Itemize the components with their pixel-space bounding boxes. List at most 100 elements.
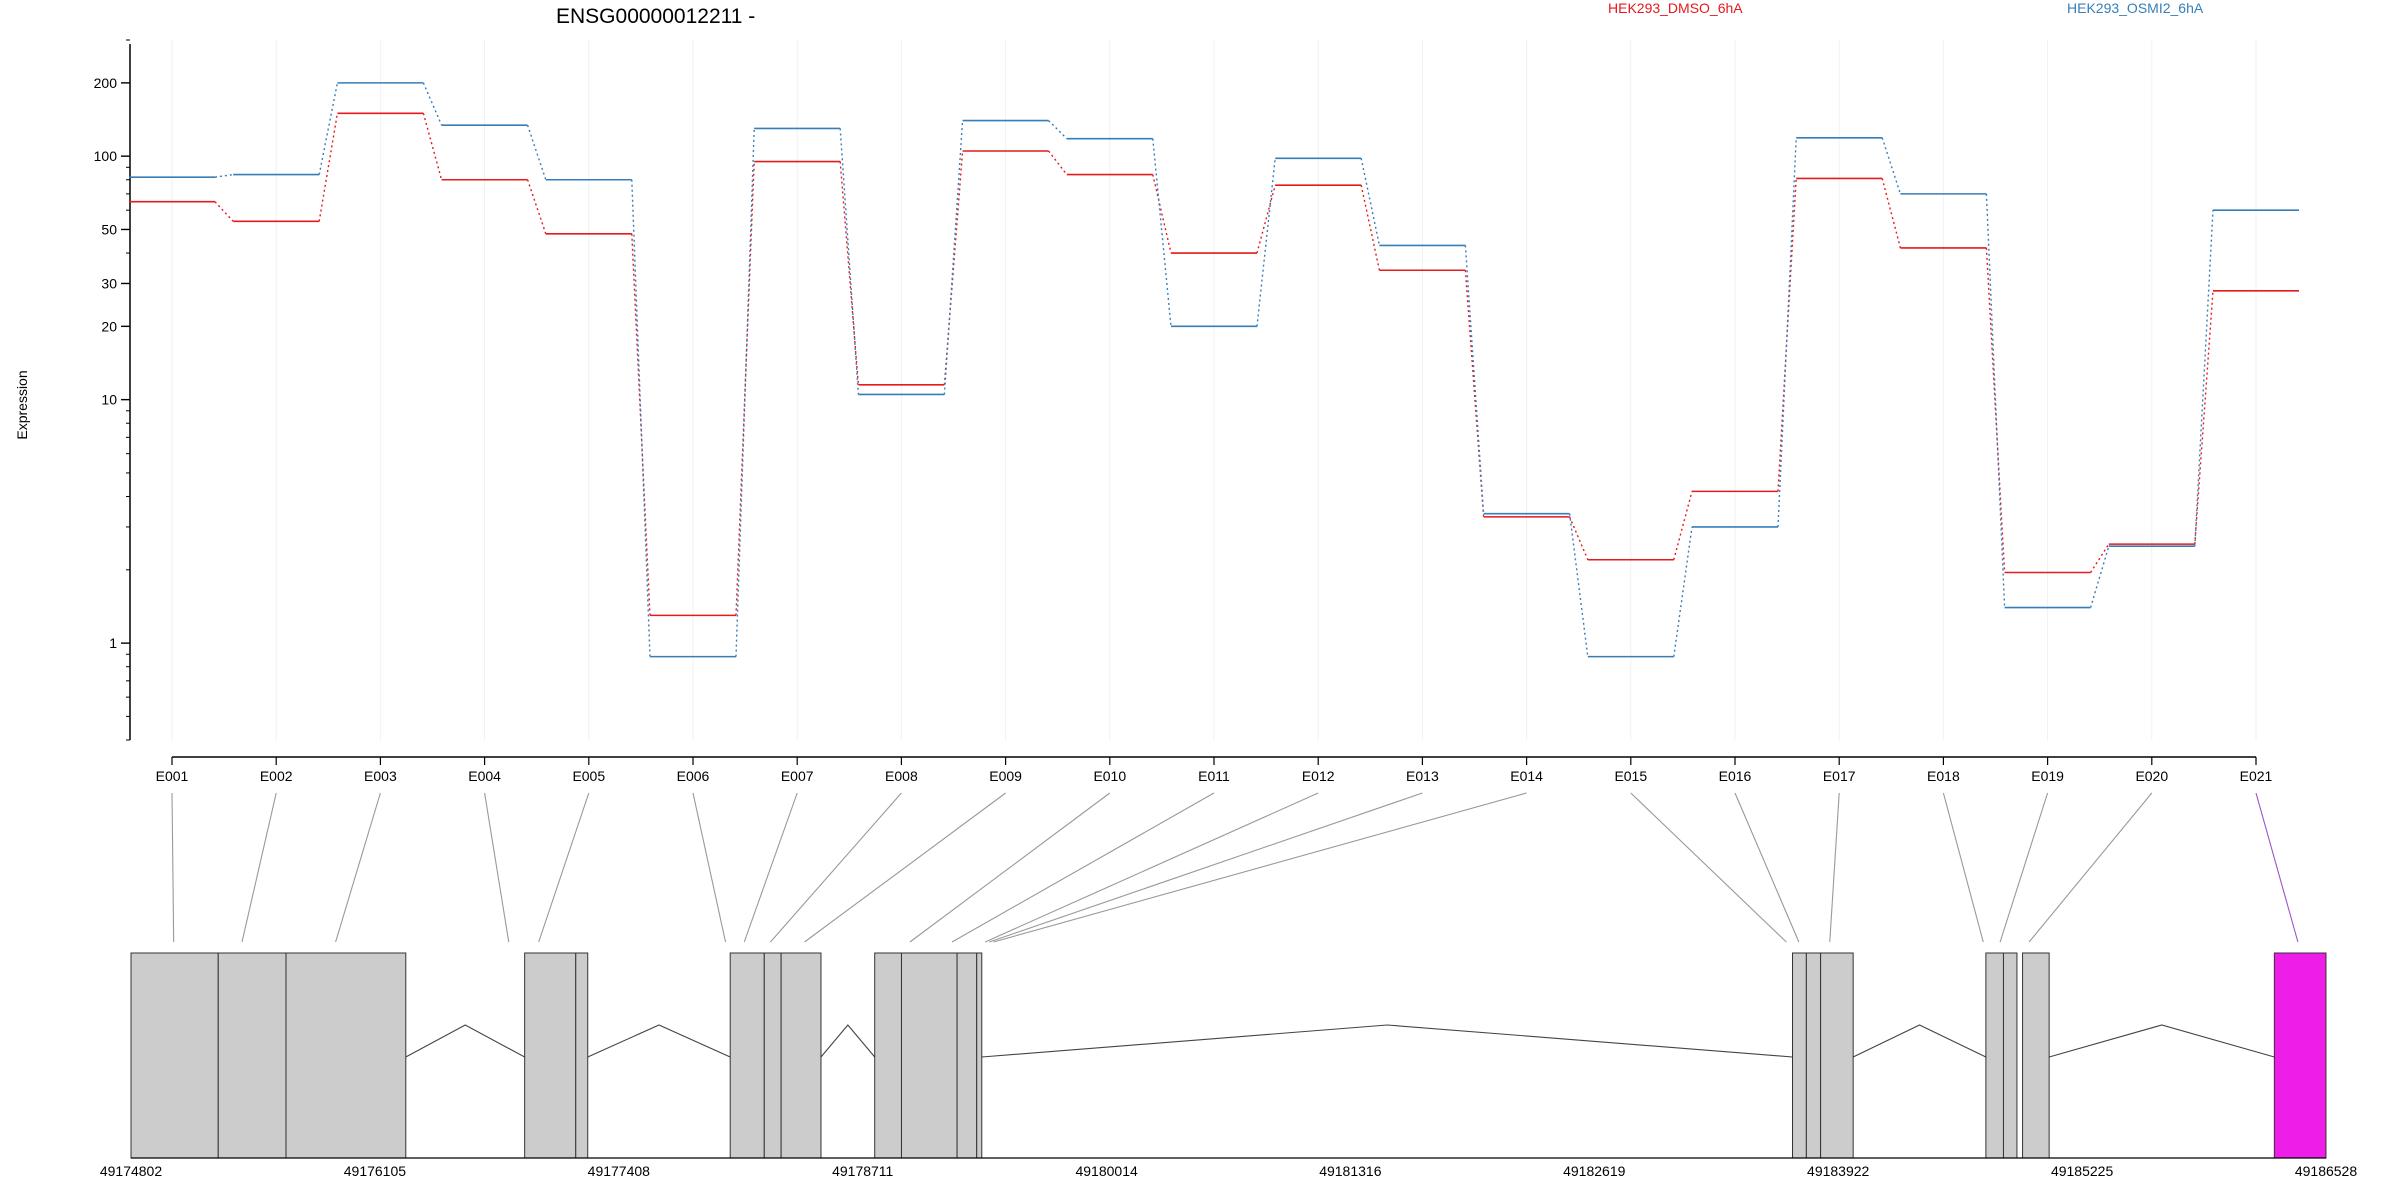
x-tick-label: E020 [2135, 768, 2168, 784]
data-connector [1777, 178, 1797, 492]
x-tick-label: E005 [572, 768, 605, 784]
series-lines [129, 82, 2299, 658]
x-tick-label: E001 [156, 768, 189, 784]
exon-connector [484, 792, 510, 943]
genomic-tick-label: 49182619 [1563, 1163, 1626, 1179]
data-connector [422, 82, 443, 126]
x-tick-label: E011 [1198, 768, 1230, 784]
exon-block [285, 952, 407, 1159]
x-tick-label: E018 [1927, 768, 1960, 784]
genomic-tick-label: 49178711 [832, 1163, 893, 1179]
exon-connector [2255, 792, 2299, 943]
exon-block [976, 952, 983, 1159]
intron-line [981, 1024, 1793, 1058]
data-connector [1673, 526, 1693, 657]
x-axis: E001 E002 E003 E004 E005 E006 E007 E008 E009 E010… [156, 756, 2273, 784]
exon-block [956, 952, 978, 1159]
exon-block [2022, 952, 2050, 1159]
genomic-tick-label: 49174802 [100, 1163, 163, 1179]
data-connector [422, 113, 443, 180]
data-connector [318, 113, 339, 222]
x-tick-label: E017 [1823, 768, 1856, 784]
exon-connector [2028, 792, 2153, 943]
data-connector [1360, 185, 1381, 271]
genomic-tick-label: 49185225 [2051, 1163, 2114, 1179]
exon-block [1985, 952, 2004, 1159]
x-tick-label: E012 [1302, 768, 1335, 784]
data-connector [1464, 245, 1485, 514]
y-tick-label: 10 [101, 392, 117, 408]
genomic-axis: 49174802 49176105 49177408 49178711 49180014… [100, 1157, 2357, 1179]
exon-block [524, 952, 577, 1159]
data-connector [1881, 137, 1902, 195]
exon-connector [335, 792, 381, 943]
data-connector [1256, 185, 1276, 254]
exon-block-highlighted [2273, 952, 2327, 1159]
genomic-tick-label: 49183922 [1807, 1163, 1870, 1179]
exon-block [763, 952, 782, 1159]
exon-connector [743, 792, 798, 943]
x-tick-label: E009 [989, 768, 1022, 784]
legend-label-dmso: HEK293_DMSO_6hA [1608, 0, 1743, 16]
y-tick-label: 200 [94, 75, 118, 91]
exon-connector [770, 792, 902, 943]
exon-block [575, 952, 589, 1159]
exon-connector [909, 792, 1111, 943]
y-axis-label: Expression [14, 370, 30, 439]
data-connector [526, 179, 547, 234]
exon-connector [1942, 792, 1984, 943]
exon-connector [1630, 792, 1787, 943]
data-connector [631, 233, 651, 616]
data-connector [1673, 491, 1693, 560]
x-tick-label: E006 [677, 768, 710, 784]
data-connector [1985, 247, 2006, 573]
exon-block [1820, 952, 1854, 1159]
data-connector [214, 173, 234, 178]
data-connector [631, 179, 651, 657]
exon-block [900, 952, 958, 1159]
genomic-tick-label: 49181316 [1319, 1163, 1382, 1179]
intron-line [1852, 1024, 1987, 1058]
intron-line [587, 1024, 731, 1058]
exon-connector [1999, 792, 2049, 943]
data-connector [1360, 158, 1381, 246]
intron-line [405, 1024, 525, 1058]
data-connector [1048, 120, 1068, 140]
x-tick-label: E021 [2240, 768, 2273, 784]
x-tick-label: E008 [885, 768, 918, 784]
x-tick-label: E002 [260, 768, 293, 784]
data-connector [943, 120, 964, 395]
exon-connector [692, 792, 727, 943]
exon-connector [1734, 792, 1800, 943]
exon-connector [241, 792, 277, 943]
data-connector [1777, 137, 1797, 527]
genomic-tick-label: 49177408 [588, 1163, 651, 1179]
intron-line [820, 1024, 876, 1058]
y-tick-label: 20 [101, 318, 117, 334]
data-connector [2090, 543, 2110, 573]
legend-label-osmi2: HEK293_OSMI2_6hA [2067, 0, 2204, 16]
exon-block [217, 952, 287, 1159]
exon-connector [1829, 792, 1840, 943]
data-connector [1256, 158, 1276, 327]
exon-connectors [171, 792, 2299, 943]
x-tick-label: E004 [468, 768, 501, 784]
y-tick-label: 1 [109, 635, 117, 651]
x-tick-label: E014 [1510, 768, 1543, 784]
data-connector [2194, 290, 2214, 545]
data-connector [1152, 174, 1172, 254]
exon-block [729, 952, 765, 1159]
chart-title: ENSG00000012211 - [556, 5, 755, 28]
category-gridlines [171, 40, 2257, 740]
data-connector [735, 128, 755, 657]
x-tick-label: E003 [364, 768, 397, 784]
data-connector [943, 150, 964, 385]
y-tick-label: 30 [101, 275, 117, 291]
x-tick-label: E016 [1719, 768, 1752, 784]
data-connector [839, 128, 860, 395]
exon-connector [989, 792, 1423, 943]
exon-block [780, 952, 822, 1159]
exon-block [1792, 952, 1807, 1159]
genomic-tick-label: 49180014 [1075, 1163, 1138, 1179]
data-connector [1152, 138, 1172, 327]
